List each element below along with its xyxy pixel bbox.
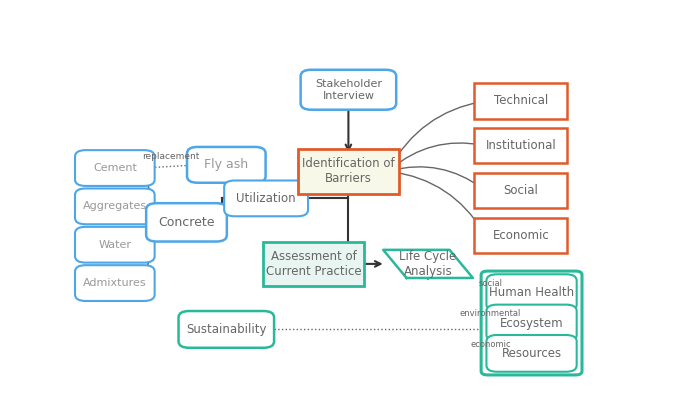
FancyBboxPatch shape [298, 149, 399, 193]
Text: Fly ash: Fly ash [204, 159, 249, 171]
Text: Sustainability: Sustainability [186, 323, 266, 336]
Text: Utilization: Utilization [236, 192, 296, 205]
FancyBboxPatch shape [475, 128, 567, 163]
Polygon shape [383, 250, 473, 278]
Text: Resources: Resources [501, 347, 562, 360]
Text: Identification of
Barriers: Identification of Barriers [302, 157, 395, 185]
Text: Water: Water [99, 240, 132, 250]
Text: Concrete: Concrete [158, 216, 214, 229]
FancyBboxPatch shape [75, 188, 155, 224]
FancyBboxPatch shape [486, 305, 577, 342]
Text: Institutional: Institutional [486, 139, 556, 152]
FancyBboxPatch shape [75, 227, 155, 263]
FancyBboxPatch shape [475, 83, 567, 119]
FancyBboxPatch shape [146, 203, 227, 242]
Text: Assessment of
Current Practice: Assessment of Current Practice [266, 250, 362, 278]
Text: Admixtures: Admixtures [83, 278, 147, 288]
FancyBboxPatch shape [75, 150, 155, 186]
FancyBboxPatch shape [179, 311, 274, 348]
FancyBboxPatch shape [264, 242, 364, 286]
Text: Economic: Economic [493, 229, 549, 242]
FancyBboxPatch shape [475, 173, 567, 208]
Text: economic: economic [470, 339, 510, 349]
Text: Cement: Cement [93, 163, 137, 173]
Text: Social: Social [503, 184, 538, 197]
FancyBboxPatch shape [475, 217, 567, 253]
Text: Aggregates: Aggregates [83, 201, 147, 211]
Text: Human Health: Human Health [489, 286, 574, 299]
Text: environmental: environmental [460, 309, 521, 318]
FancyBboxPatch shape [481, 271, 582, 375]
Text: replacement: replacement [142, 152, 199, 161]
Text: Stakeholder
Interview: Stakeholder Interview [315, 79, 382, 100]
FancyBboxPatch shape [486, 274, 577, 311]
Text: social: social [478, 279, 502, 288]
FancyBboxPatch shape [486, 335, 577, 372]
FancyBboxPatch shape [301, 70, 396, 110]
FancyBboxPatch shape [224, 181, 308, 216]
FancyBboxPatch shape [75, 265, 155, 301]
Text: Life Cycle
Analysis: Life Cycle Analysis [399, 250, 457, 278]
FancyBboxPatch shape [187, 147, 266, 183]
Text: Technical: Technical [494, 95, 548, 107]
Text: Ecosystem: Ecosystem [500, 317, 563, 330]
